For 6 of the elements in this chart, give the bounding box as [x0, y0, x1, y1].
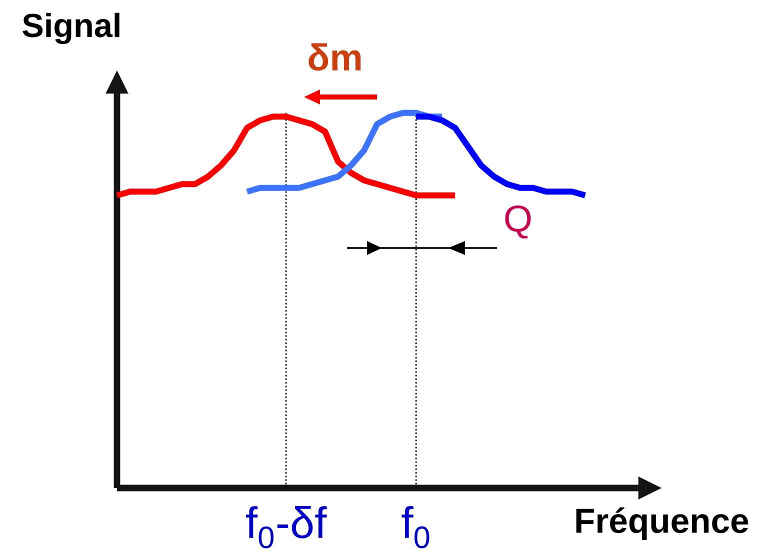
x-tick-label: f$_{0}$ — [402, 506, 430, 548]
x-tick-label: f$_{0}$-δf — [246, 506, 327, 548]
text: δm — [308, 43, 361, 71]
x-axis-title: Fréquence — [576, 507, 748, 540]
y-axis-title: Signal — [22, 12, 120, 44]
annotation: Q — [505, 205, 531, 239]
